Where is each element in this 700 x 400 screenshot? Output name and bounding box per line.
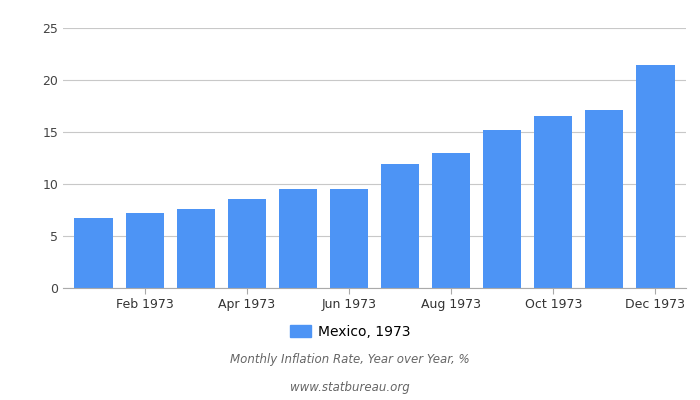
Bar xyxy=(432,153,470,288)
Bar xyxy=(74,218,113,288)
Legend: Mexico, 1973: Mexico, 1973 xyxy=(284,319,416,344)
Bar xyxy=(330,189,368,288)
Bar xyxy=(585,110,624,288)
Bar xyxy=(176,209,215,288)
Text: Monthly Inflation Rate, Year over Year, %: Monthly Inflation Rate, Year over Year, … xyxy=(230,354,470,366)
Bar xyxy=(279,189,317,288)
Bar xyxy=(381,164,419,288)
Text: www.statbureau.org: www.statbureau.org xyxy=(290,382,410,394)
Bar xyxy=(534,116,573,288)
Bar xyxy=(636,66,675,288)
Bar xyxy=(228,198,266,288)
Bar xyxy=(483,130,522,288)
Bar xyxy=(125,213,164,288)
